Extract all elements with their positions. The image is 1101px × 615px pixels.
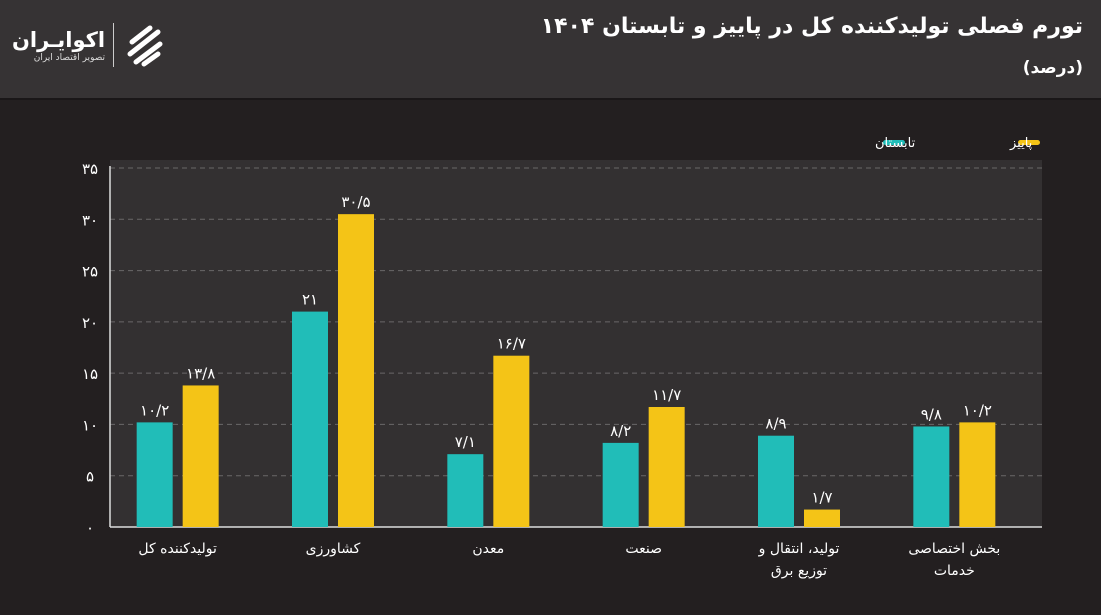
bar-autumn	[493, 355, 530, 527]
data-label: ۱۰/۲	[140, 401, 169, 419]
data-label: ۷/۱	[455, 433, 476, 451]
bar-summer	[447, 454, 484, 527]
data-label: ۸/۹	[765, 415, 786, 433]
bar-autumn	[959, 422, 996, 527]
y-tick-label: ۲۰	[82, 314, 98, 332]
bar-autumn	[182, 385, 219, 527]
bar-summer	[758, 435, 794, 527]
y-tick-label: ۱۰	[82, 416, 98, 434]
logo-name: اکوایـران	[12, 28, 106, 52]
bar-autumn	[648, 406, 685, 527]
data-label: ۸/۲	[610, 422, 631, 440]
bar-autumn	[338, 214, 374, 527]
x-tick-label: معدن	[472, 541, 504, 557]
bar-summer	[292, 311, 328, 527]
logo-mark-icon	[127, 25, 163, 67]
data-label: ۹/۸	[921, 405, 942, 423]
legend-swatch	[883, 140, 905, 145]
y-tick-label: ۳۵	[82, 160, 98, 178]
logo: اکوایـران تصویر اقتصاد ایران	[12, 20, 168, 70]
x-tick-label: توزیع برق	[771, 563, 827, 579]
chart-title: تورم فصلی تولیدکننده کل در پاییز و تابست…	[540, 14, 1083, 39]
legend-label: تابستان	[875, 136, 916, 151]
logo-divider	[113, 23, 115, 67]
logo-tagline: تصویر اقتصاد ایران	[33, 53, 106, 63]
x-tick-label: خدمات	[934, 563, 975, 579]
legend-label: پاییز	[1009, 136, 1033, 151]
bar-summer	[136, 422, 173, 527]
x-tick-label: کشاورزی	[306, 541, 361, 557]
x-tick-label: صنعت	[625, 541, 662, 557]
bar-summer	[913, 426, 950, 527]
data-label: ۳۰/۵	[341, 193, 370, 211]
plot-area	[110, 160, 1042, 527]
y-tick-label: ۵	[86, 468, 94, 486]
legend-swatch	[1018, 140, 1040, 145]
x-tick-label: تولید، انتقال و	[758, 541, 840, 557]
y-tick-label: ۳۰	[82, 211, 98, 229]
data-label: ۱۶/۷	[497, 335, 526, 353]
data-label: ۱۱/۷	[652, 386, 681, 404]
chart-unit: (درصد)	[1022, 58, 1083, 78]
header: تورم فصلی تولیدکننده کل در پاییز و تابست…	[0, 0, 1101, 100]
bar-summer	[602, 442, 639, 527]
x-tick-label: تولیدکننده کل	[138, 541, 217, 557]
data-label: ۱۳/۸	[186, 364, 215, 382]
y-tick-label: ۰	[86, 519, 94, 537]
x-tick-label: بخش اختصاصی	[908, 541, 1000, 557]
data-label: ۱۰/۲	[963, 401, 992, 419]
data-label: ۱/۷	[811, 489, 832, 507]
data-label: ۲۱	[302, 291, 318, 309]
y-tick-label: ۲۵	[82, 263, 98, 281]
bar-autumn	[804, 509, 840, 527]
y-tick-label: ۱۵	[82, 365, 98, 383]
